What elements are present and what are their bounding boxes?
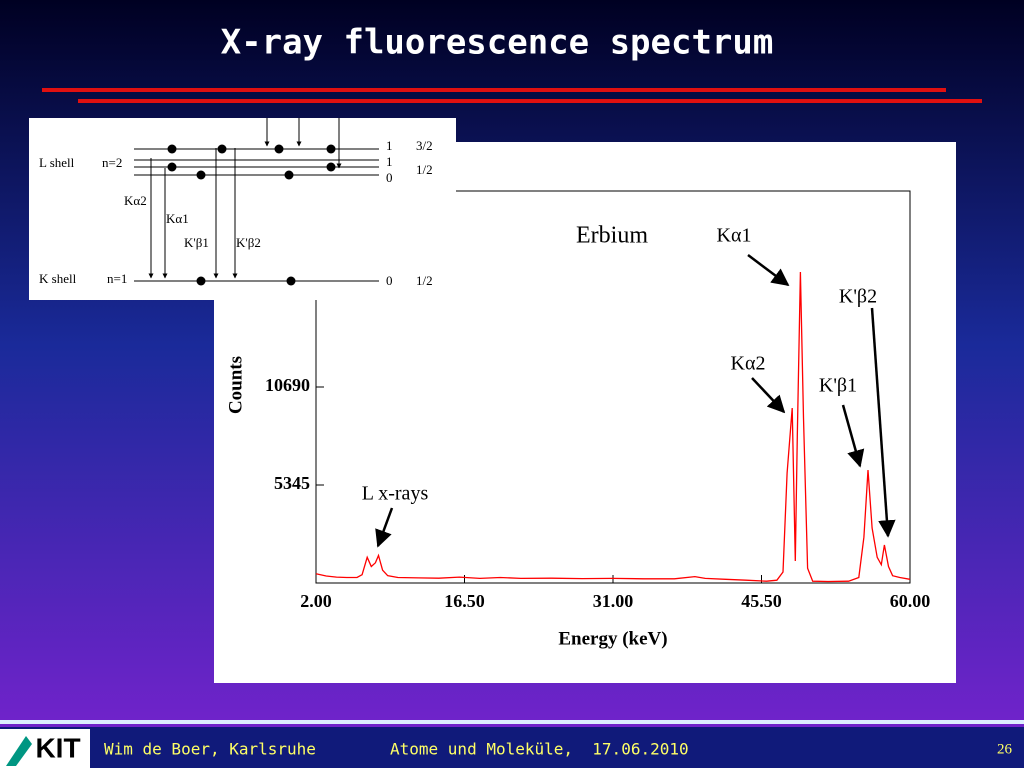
- shell-label: L shell: [39, 155, 75, 170]
- x-tick-label: 60.00: [890, 591, 931, 611]
- x-tick-label: 16.50: [444, 591, 485, 611]
- x-tick-label: 2.00: [300, 591, 332, 611]
- footer-bar: [0, 727, 1024, 768]
- y-tick-label: 5345: [274, 473, 310, 493]
- footer-page: 26: [997, 741, 1013, 757]
- transition-label: K'β1: [184, 235, 209, 250]
- level-j: 3/2: [416, 138, 433, 153]
- annotation: K'β2: [839, 286, 877, 308]
- shell-n: n=1: [107, 271, 127, 286]
- slide-title: X-ray fluorescence spectrum: [221, 23, 774, 63]
- level-j: 1/2: [416, 273, 433, 288]
- footer: KIT Wim de Boer, Karlsruhe Atome und Mol…: [0, 720, 1024, 768]
- level-l: 0: [386, 273, 393, 288]
- y-tick-label: 10690: [265, 375, 310, 395]
- logo-mark: [6, 736, 32, 766]
- transition-label: Kα2: [124, 193, 147, 208]
- annotation: L x-rays: [362, 483, 429, 505]
- annotation-arrow: [747, 254, 790, 287]
- chart-title: Erbium: [576, 223, 648, 249]
- annotation-arrow: [870, 307, 896, 538]
- transition-label: K'β2: [236, 235, 261, 250]
- level-j: 1/2: [416, 162, 433, 177]
- spectrum-line: [315, 271, 911, 583]
- y-axis-label: Counts: [225, 356, 246, 414]
- logo-text: KIT: [35, 732, 80, 763]
- transition-label: Kα1: [166, 211, 189, 226]
- level-l: 1: [386, 154, 393, 169]
- annotation: K'β1: [819, 375, 857, 397]
- shell-label: K shell: [39, 271, 77, 286]
- x-tick-label: 45.50: [741, 591, 782, 611]
- x-axis-label: Energy (keV): [558, 628, 667, 649]
- annotation: Kα1: [717, 225, 752, 247]
- footer-course: Atome und Moleküle, 17.06.2010: [390, 740, 689, 759]
- annotation-arrow: [375, 507, 394, 548]
- chart: 2.00 16.50 31.00 45.50 60.00 5345 10690 Energy …: [225, 190, 931, 649]
- electrons: [167, 144, 336, 286]
- annotation-arrow: [841, 404, 865, 468]
- footer-author: Wim de Boer, Karlsruhe: [104, 740, 316, 759]
- diagram: L shell n=2 K shell n=1 1 3/2 1 1/2 0 0 …: [29, 118, 456, 300]
- x-tick-label: 31.00: [593, 591, 634, 611]
- diagram-panel: [29, 118, 456, 300]
- level-l: 0: [386, 170, 393, 185]
- shell-n: n=2: [102, 155, 122, 170]
- annotation-arrow: [751, 377, 786, 414]
- footer-rule: [0, 720, 1024, 724]
- annotation: Kα2: [731, 353, 766, 375]
- level-l: 1: [386, 138, 393, 153]
